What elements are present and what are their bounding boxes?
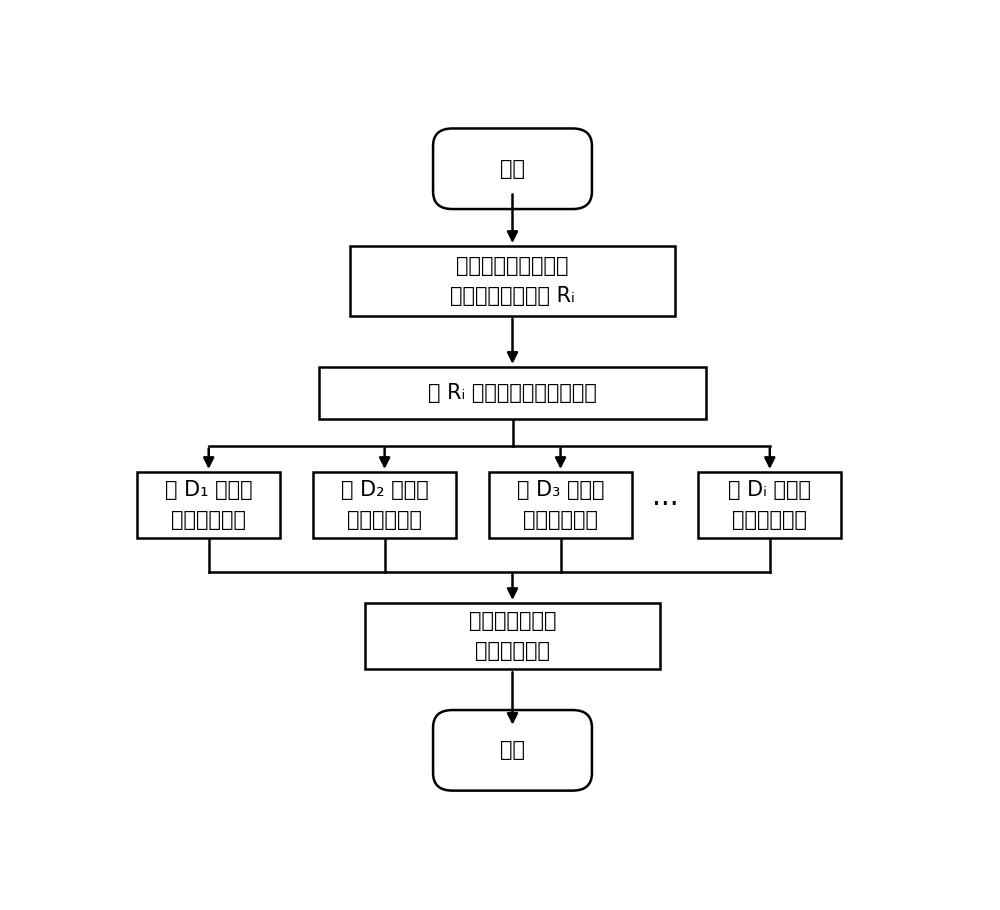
FancyBboxPatch shape <box>319 367 706 420</box>
Text: 在 D₃ 上挖掘
最大频繁项集: 在 D₃ 上挖掘 最大频繁项集 <box>517 480 604 530</box>
Text: 在 D₁ 上挖掘
最大频繁项集: 在 D₁ 上挖掘 最大频繁项集 <box>165 480 253 530</box>
FancyBboxPatch shape <box>313 471 456 539</box>
Text: 在 D₂ 上挖掘
最大频繁项集: 在 D₂ 上挖掘 最大频繁项集 <box>341 480 428 530</box>
FancyBboxPatch shape <box>698 471 841 539</box>
Text: 按 Rᵢ 分组，建立分组数据库: 按 Rᵢ 分组，建立分组数据库 <box>428 383 597 403</box>
FancyBboxPatch shape <box>350 246 675 316</box>
FancyBboxPatch shape <box>365 602 660 670</box>
FancyBboxPatch shape <box>489 471 632 539</box>
Text: 删除支持数小于最小
支持数的故障类型 Rᵢ: 删除支持数小于最小 支持数的故障类型 Rᵢ <box>450 256 575 306</box>
FancyBboxPatch shape <box>433 128 592 209</box>
Text: 开始: 开始 <box>500 158 525 178</box>
Text: 结束: 结束 <box>500 741 525 761</box>
Text: 抄取故障关联规
则生成知识库: 抄取故障关联规 则生成知识库 <box>469 612 556 661</box>
FancyBboxPatch shape <box>433 710 592 791</box>
FancyBboxPatch shape <box>137 471 280 539</box>
Text: ···: ··· <box>652 491 678 519</box>
Text: 在 Dᵢ 上挖掘
最大频繁项集: 在 Dᵢ 上挖掘 最大频繁项集 <box>728 480 811 530</box>
